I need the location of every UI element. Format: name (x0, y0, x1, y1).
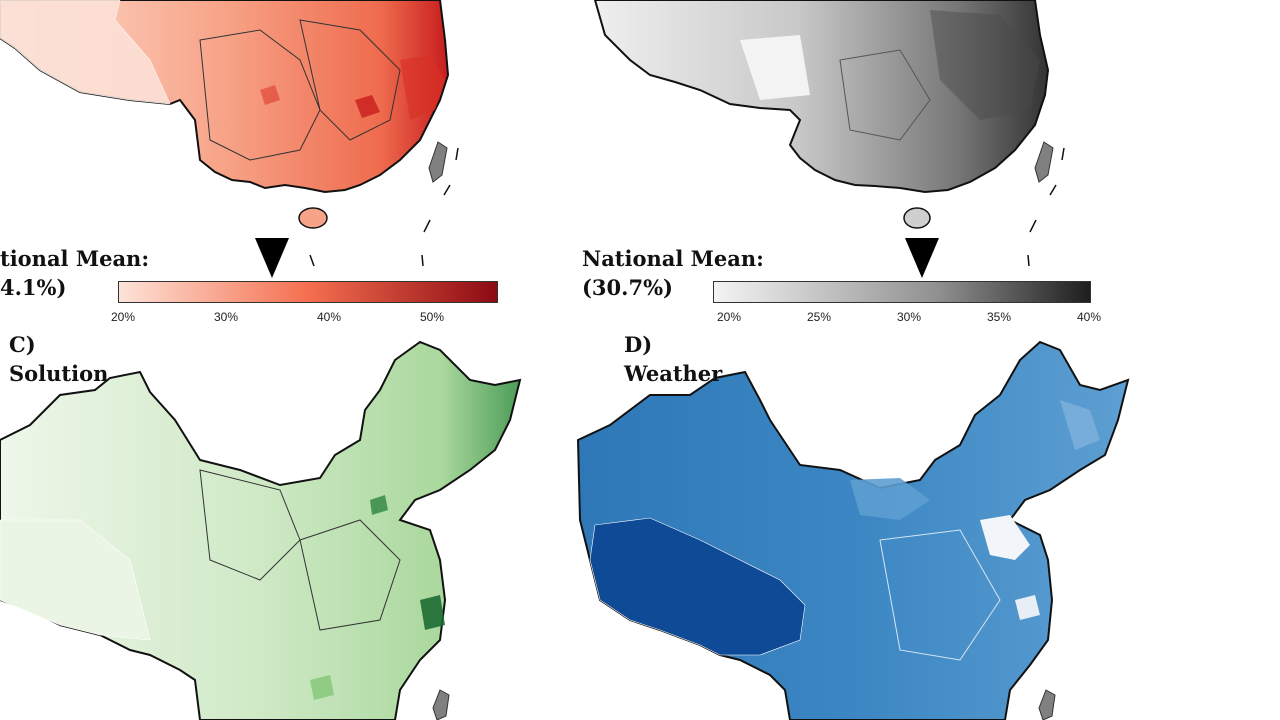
map-panel-b (593, 0, 1065, 267)
color-scale-bar-b (713, 281, 1091, 303)
panel-b-mean-label: National Mean: (30.7%) (582, 244, 764, 302)
panel-title: Weather (624, 361, 723, 386)
panel-letter: C) (9, 332, 36, 357)
national-mean-label: tional Mean: (0, 246, 150, 271)
panel-a-mean-label: tional Mean: 4.1%) (0, 244, 149, 302)
legend-tick: 40% (1076, 310, 1102, 324)
national-mean-value: 4.1%) (0, 275, 67, 300)
national-mean-value: (30.7%) (582, 275, 673, 300)
legend-tick: 50% (419, 310, 445, 324)
legend-tick: 40% (316, 310, 342, 324)
map-panel-c (0, 340, 522, 720)
legend-tick: 20% (110, 310, 136, 324)
national-mean-label: National Mean: (582, 246, 764, 271)
legend-tick: 35% (986, 310, 1012, 324)
mean-marker-arrow (255, 238, 289, 278)
legend-tick: 20% (716, 310, 742, 324)
legend-tick: 30% (213, 310, 239, 324)
panel-d-title: D) Weather (624, 330, 722, 388)
panel-c-title: C) Solution (9, 330, 108, 388)
legend-tick: 25% (806, 310, 832, 324)
map-panel-a (0, 0, 459, 267)
legend-tick: 30% (896, 310, 922, 324)
panel-title: Solution (9, 361, 109, 386)
color-scale-bar-a (118, 281, 498, 303)
map-panel-d (576, 340, 1130, 720)
panel-letter: D) (624, 332, 653, 357)
mean-marker-arrow (905, 238, 939, 278)
